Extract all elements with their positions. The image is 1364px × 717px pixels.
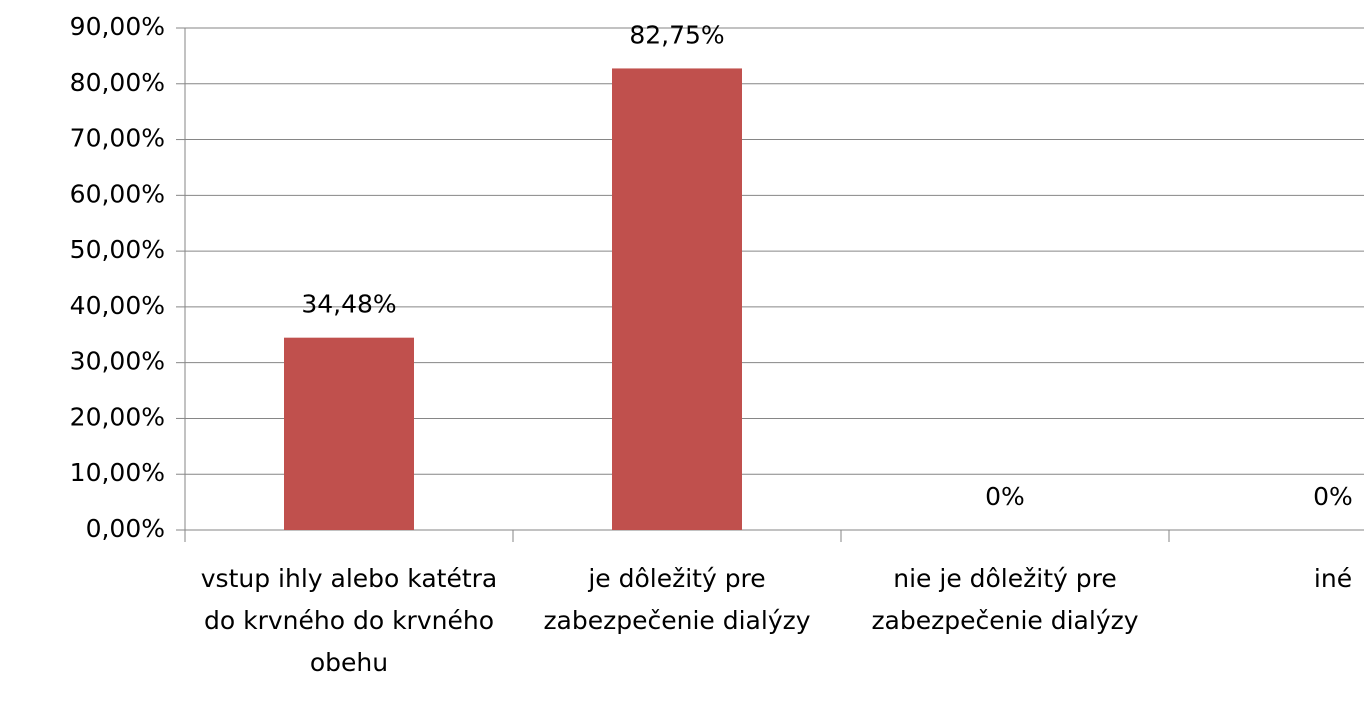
y-tick-label: 60,00% <box>70 179 165 208</box>
value-label: 82,75% <box>629 20 724 49</box>
y-tick-label: 30,00% <box>70 347 165 376</box>
x-tick-label: nie je dôležitý pre zabezpečenie dialýzy <box>871 564 1139 635</box>
y-tick-label: 70,00% <box>70 124 165 153</box>
y-tick-label: 0,00% <box>86 514 165 543</box>
y-tick-label: 80,00% <box>70 68 165 97</box>
x-tick-label: vstup ihly alebo katétra do krvného do k… <box>200 564 498 677</box>
value-label: 34,48% <box>301 290 396 319</box>
value-label: 0% <box>985 482 1025 511</box>
x-tick-label: je dôležitý pre zabezpečenie dialýzy <box>543 564 811 635</box>
bar <box>612 68 742 530</box>
y-tick-label: 20,00% <box>70 402 165 431</box>
value-label: 0% <box>1313 482 1353 511</box>
bar <box>284 337 414 530</box>
y-tick-label: 90,00% <box>70 12 165 41</box>
y-tick-label: 40,00% <box>70 291 165 320</box>
y-tick-label: 10,00% <box>70 458 165 487</box>
y-tick-label: 50,00% <box>70 235 165 264</box>
x-tick-label: iné <box>1313 564 1353 593</box>
